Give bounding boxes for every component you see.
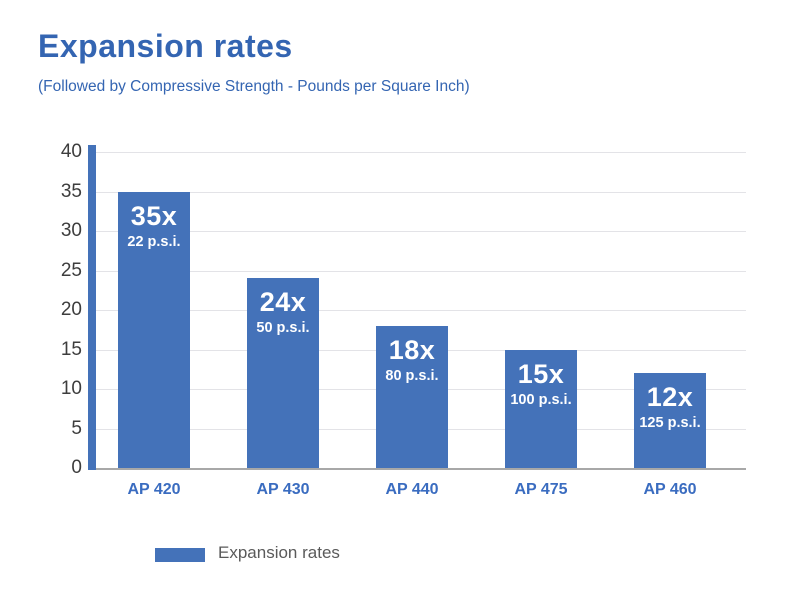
y-axis-line — [88, 145, 96, 470]
y-tick-label: 0 — [71, 457, 82, 478]
bar-value-label: 18x — [388, 334, 436, 365]
bar-value-label: 24x — [259, 287, 307, 318]
y-tick-label: 20 — [60, 299, 82, 320]
x-axis-label: AP 460 — [643, 481, 697, 498]
chart-subtitle: (Followed by Compressive Strength - Poun… — [38, 78, 470, 95]
x-axis-label: AP 430 — [256, 481, 310, 498]
bar-psi-label: 22 p.s.i. — [127, 233, 181, 250]
bar-psi-label: 125 p.s.i. — [639, 415, 701, 432]
y-tick-label: 15 — [60, 338, 82, 360]
bar-ap-440: 18x 80 p.s.i. — [376, 325, 448, 468]
gridline — [92, 270, 746, 272]
y-tick-label: 35 — [60, 180, 82, 202]
y-tick-label: 30 — [60, 220, 82, 241]
bar-value-label: 15x — [517, 358, 565, 389]
gridline — [92, 231, 746, 232]
x-axis-label: AP 420 — [127, 481, 181, 498]
y-tick-label: 25 — [60, 259, 82, 281]
x-axis-label: AP 440 — [385, 481, 439, 498]
bar-ap-420: 35x 22 p.s.i. — [118, 191, 190, 468]
bar-ap-430: 24x 50 p.s.i. — [247, 278, 319, 468]
bar-psi-label: 50 p.s.i. — [256, 320, 310, 337]
gridline — [92, 152, 746, 153]
legend-swatch — [155, 548, 205, 562]
chart-title: Expansion rates — [38, 28, 293, 64]
bar-psi-label: 100 p.s.i. — [510, 391, 572, 408]
gridline — [92, 310, 746, 311]
y-tick-label: 40 — [60, 141, 82, 162]
bar-ap-475: 15x 100 p.s.i. — [505, 349, 577, 468]
x-axis-line — [88, 468, 746, 470]
bar-value-label: 35x — [130, 200, 178, 231]
x-axis-label: AP 475 — [514, 481, 568, 498]
gridline — [92, 191, 746, 193]
y-tick-label: 10 — [60, 378, 82, 399]
bar-psi-label: 80 p.s.i. — [385, 367, 439, 384]
bar-value-label: 12x — [646, 382, 694, 413]
bar-ap-460: 12x 125 p.s.i. — [634, 373, 706, 468]
y-tick-label: 5 — [71, 417, 82, 439]
legend-label: Expansion rates — [218, 543, 340, 562]
